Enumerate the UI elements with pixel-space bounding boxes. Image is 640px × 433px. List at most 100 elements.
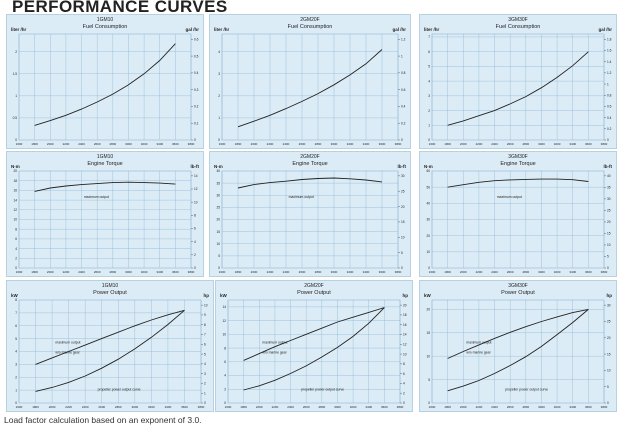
- y-axis-label: liter /hr: [424, 27, 440, 32]
- y2-tick-label: 12: [403, 342, 407, 346]
- x-tick-label: 1600: [16, 142, 23, 146]
- x-tick-label: 3800: [395, 142, 402, 146]
- y-tick-label: 6: [15, 237, 17, 241]
- curve-annotation: w/o marine gear: [262, 351, 287, 355]
- chart-3gm30f-fuel-consumption: 3GM30F Fuel Consumption liter /hr gal /hr 16…: [419, 14, 617, 149]
- y-tick-label: 0: [218, 266, 220, 270]
- chart-title: Engine Torque: [500, 161, 535, 167]
- x-tick-label: 2600: [94, 142, 101, 146]
- y2-tick-label: 0: [194, 266, 196, 270]
- x-tick-label: 3800: [188, 142, 195, 146]
- series-line-1: [243, 307, 385, 361]
- series-line-1: [237, 49, 383, 128]
- y-tick-label: 20: [426, 234, 430, 238]
- y2-tick-label: 5: [607, 255, 609, 259]
- y-tick-label: 15: [216, 230, 220, 234]
- y2-tick-label: 0: [194, 138, 196, 142]
- chart-model-label: 1GM10: [97, 154, 114, 160]
- y2-tick-label: 1.2: [401, 38, 406, 42]
- x-tick-label: 2000: [251, 270, 258, 274]
- y2-tick-label: 0.1: [194, 121, 199, 125]
- x-tick-label: 2800: [109, 142, 116, 146]
- curve-annotation: propeller power output curve: [505, 388, 548, 392]
- curve-annotation: maximum output: [84, 195, 109, 199]
- x-tick-label: 3400: [569, 142, 576, 146]
- y-tick-label: 2: [428, 109, 430, 113]
- x-tick-label: 3800: [188, 270, 195, 274]
- chart-3gm30f-engine-torque: 3GM30F Engine Torque N-m lb-ft 1600 1800 2000 2…: [419, 151, 617, 277]
- y-tick-label: 40: [426, 202, 430, 206]
- x-tick-label: 2000: [49, 405, 56, 409]
- x-tick-label: 3200: [554, 405, 561, 409]
- x-tick-label: 2600: [94, 270, 101, 274]
- y2-tick-label: 9: [204, 313, 206, 317]
- y-tick-label: 4: [15, 247, 17, 251]
- y-tick-label: 12: [13, 208, 17, 212]
- x-tick-label: 2200: [63, 142, 70, 146]
- y2-tick-label: 3: [204, 372, 206, 376]
- y2-axis-label: hp: [403, 293, 409, 298]
- series-line-1: [34, 181, 176, 192]
- y-axis-label: N-m: [11, 164, 20, 169]
- y2-tick-label: 7: [204, 333, 206, 337]
- plot-frame: [431, 33, 605, 141]
- x-tick-label: 2800: [315, 270, 322, 274]
- x-tick-label: 3800: [601, 405, 608, 409]
- curve-annotation: propeller power output curve: [98, 388, 141, 392]
- x-tick-label: 2200: [63, 270, 70, 274]
- y-tick-label: 2: [15, 375, 17, 379]
- y-tick-label: 0: [224, 401, 226, 405]
- chart-1gm10-engine-torque: 1GM10 Engine Torque N-m lb-ft 1600 1800 2000 22…: [6, 151, 204, 277]
- y-tick-label: 10: [216, 242, 220, 246]
- x-tick-label: 2800: [318, 405, 325, 409]
- y2-tick-label: 0.4: [194, 71, 199, 75]
- x-tick-label: 3600: [172, 142, 179, 146]
- x-tick-label: 3600: [172, 270, 179, 274]
- y2-tick-label: 14: [403, 333, 407, 337]
- y2-tick-label: 10: [401, 235, 405, 239]
- y2-axis-label: gal /hr: [598, 27, 612, 32]
- y2-tick-label: 0.3: [194, 88, 199, 92]
- y-tick-label: 3: [15, 363, 17, 367]
- y-tick-label: 50: [426, 185, 430, 189]
- y-tick-label: 0: [428, 138, 430, 142]
- y2-tick-label: 0: [401, 138, 403, 142]
- y-tick-label: 4: [15, 350, 17, 354]
- y-tick-label: 10: [222, 333, 226, 337]
- y2-tick-label: 30: [401, 174, 405, 178]
- y2-tick-label: 0.6: [607, 105, 612, 109]
- y-tick-label: 0: [15, 266, 17, 270]
- y2-tick-label: 8: [204, 323, 206, 327]
- y2-tick-label: 15: [607, 352, 611, 356]
- y2-tick-label: 10: [607, 369, 611, 373]
- x-tick-label: 2600: [507, 405, 514, 409]
- x-tick-label: 3200: [554, 270, 561, 274]
- y-tick-label: 0: [218, 138, 220, 142]
- x-tick-label: 2800: [522, 405, 529, 409]
- x-tick-label: 1600: [16, 405, 23, 409]
- x-tick-label: 2000: [47, 142, 54, 146]
- x-tick-label: 2200: [65, 405, 72, 409]
- x-tick-label: 3800: [601, 270, 608, 274]
- y2-tick-label: 1: [607, 82, 609, 86]
- curve-annotation: maximum output: [262, 340, 287, 344]
- y2-tick-label: 5: [607, 385, 609, 389]
- y-tick-label: 20: [216, 218, 220, 222]
- footnote: Load factor calculation based on an expo…: [4, 415, 202, 425]
- y-tick-label: 3: [428, 94, 430, 98]
- y-tick-label: 8: [15, 227, 17, 231]
- x-tick-label: 3400: [569, 270, 576, 274]
- y2-tick-label: 10: [204, 303, 208, 307]
- y-tick-label: 20: [426, 308, 430, 312]
- curve-annotation: propeller power output curve: [301, 388, 344, 392]
- y2-tick-label: 20: [607, 220, 611, 224]
- y2-tick-label: 0: [403, 401, 405, 405]
- y-tick-label: 10: [426, 354, 430, 358]
- y2-tick-label: 1.4: [607, 60, 612, 64]
- y2-tick-label: 0: [607, 401, 609, 405]
- y-tick-label: 4: [224, 374, 226, 378]
- y2-tick-label: 0.6: [194, 38, 199, 42]
- chart-model-label: 1GM10: [97, 17, 114, 23]
- y2-tick-label: 0.2: [194, 105, 199, 109]
